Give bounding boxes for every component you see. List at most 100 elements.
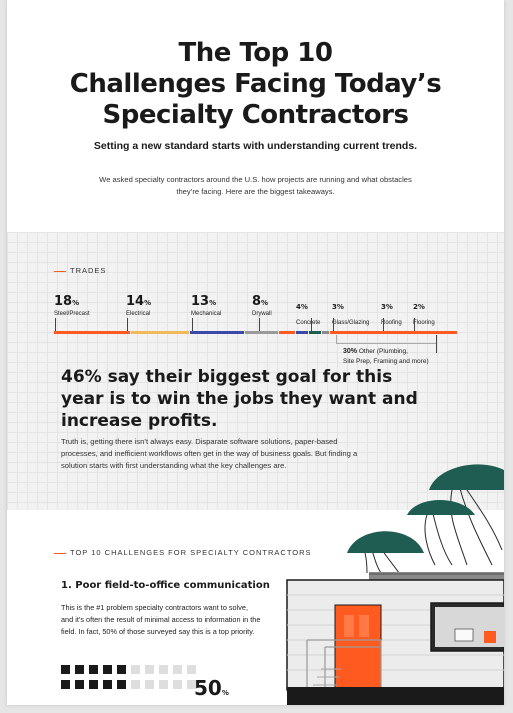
infographic-page: The Top 10 Challenges Facing Today’s Spe…	[7, 0, 504, 705]
trade-label: Electrical	[126, 311, 151, 317]
trade-value: 8%	[252, 294, 269, 309]
building-illustration	[286, 464, 504, 705]
trade-tick	[259, 318, 260, 331]
trade-label: Drywall	[252, 311, 272, 317]
tree-canopy-icon	[347, 531, 424, 553]
roof-icon	[369, 572, 504, 580]
page-title: The Top 10 Challenges Facing Today’s Spe…	[7, 38, 504, 131]
stairs-icon	[313, 668, 341, 686]
goal-headline: 46% say their biggest goal for this year…	[61, 367, 418, 431]
trade-bar-segment	[245, 331, 279, 334]
trade-value: 4%	[296, 303, 308, 311]
title-line-3: Specialty Contractors	[102, 100, 409, 130]
laptop-icon	[454, 628, 474, 642]
trades-label: TRADES	[54, 266, 106, 275]
tree-branches-icon	[364, 484, 503, 574]
stat-square	[145, 680, 154, 689]
stat-square	[117, 680, 126, 689]
trade-tick	[311, 318, 312, 331]
trade-bar-segment	[279, 331, 296, 334]
stat-square	[187, 680, 196, 689]
tree-canopy-icon	[407, 500, 475, 515]
stat-square	[61, 665, 70, 674]
other-tick	[436, 335, 437, 353]
trade-label: Flooring	[413, 320, 435, 326]
title-line-1: The Top 10	[178, 38, 333, 68]
stat-square	[75, 680, 84, 689]
challenge-1-title: 1. Poor field-to-office communication	[61, 580, 270, 591]
trade-flooring: 2% Flooring	[413, 296, 435, 326]
stat-square	[75, 665, 84, 674]
trade-mechanical: 13% Mechanical	[191, 292, 221, 317]
stat-square	[173, 680, 182, 689]
trade-bar-segment	[321, 331, 330, 334]
challenges-label-text: TOP 10 CHALLENGES FOR SPECIALTY CONTRACT…	[70, 548, 312, 557]
stat-square	[89, 680, 98, 689]
trade-tick	[55, 318, 56, 331]
trade-glass: 3% Glass/Glazing	[332, 296, 369, 326]
trade-roofing: 3% Roofing	[381, 296, 402, 326]
stat-square	[103, 665, 112, 674]
trade-bar-segment	[296, 331, 309, 334]
stat-square	[159, 665, 168, 674]
stat-square	[145, 665, 154, 674]
other-label: Other (Plumbing,	[358, 348, 408, 355]
roof-edge-icon	[369, 573, 504, 575]
stat-square	[89, 665, 98, 674]
subtitle: Setting a new standard starts with under…	[93, 140, 418, 152]
door-window-icon	[359, 615, 369, 637]
stat-value: 50%	[194, 676, 229, 700]
other-bracket	[336, 335, 437, 344]
trade-value: 2%	[413, 303, 425, 311]
trades-section	[7, 232, 504, 510]
trade-steel: 18% Steel/Precast	[54, 292, 90, 317]
trade-bar-segment	[130, 331, 190, 334]
trade-label: Glass/Glazing	[332, 320, 370, 326]
stat-square	[159, 680, 168, 689]
trade-value: 18%	[54, 294, 80, 309]
trade-drywall: 8% Drywall	[252, 292, 272, 317]
trade-bar-segment	[309, 331, 321, 334]
railing-icon	[306, 639, 382, 690]
foundation-icon	[287, 687, 504, 705]
trade-label: Mechanical	[191, 311, 222, 317]
stat-square	[187, 665, 196, 674]
trade-tick	[383, 318, 384, 331]
stat-square	[131, 680, 140, 689]
trade-tick	[414, 318, 415, 331]
trade-label: Roofing	[381, 320, 402, 326]
trade-value: 13%	[191, 294, 217, 309]
trade-value: 3%	[381, 303, 393, 311]
trade-label: Steel/Precast	[54, 311, 90, 317]
goal-text: Truth is, getting there isn’t always eas…	[61, 437, 358, 470]
intro-text: We asked specialty contractors around th…	[99, 175, 412, 196]
trade-electrical: 14% Electrical	[126, 292, 151, 317]
trades-label-text: TRADES	[70, 266, 107, 275]
label-dash	[54, 270, 66, 272]
stat-square	[131, 665, 140, 674]
trade-bar-segment	[330, 331, 457, 334]
challenge-1-text: This is the #1 problem specialty contrac…	[61, 603, 261, 636]
stat-square	[61, 680, 70, 689]
label-dash	[54, 552, 66, 554]
stat-square	[173, 665, 182, 674]
trade-bar-segment	[190, 331, 245, 334]
stat-square	[103, 680, 112, 689]
trade-tick	[192, 318, 193, 331]
trade-concrete: 4% Concrete	[296, 296, 320, 326]
trade-tick	[333, 318, 334, 331]
mug-icon	[484, 631, 496, 643]
other-value: 30%	[343, 348, 358, 355]
trade-label: Concrete	[296, 320, 321, 326]
trade-tick	[127, 318, 128, 331]
trade-value: 3%	[332, 303, 344, 311]
tree-canopy-icon	[429, 464, 504, 490]
other-label-2: Site Prep, Framing and more)	[343, 358, 429, 365]
trade-bar-segment	[54, 331, 130, 334]
trade-other: 30% Other (Plumbing, Site Prep, Framing …	[343, 347, 429, 367]
stat-square	[117, 665, 126, 674]
trade-value: 14%	[126, 294, 152, 309]
title-line-2: Challenges Facing Today’s	[69, 69, 442, 99]
header-section: The Top 10 Challenges Facing Today’s Spe…	[7, 0, 504, 232]
challenges-label: TOP 10 CHALLENGES FOR SPECIALTY CONTRACT…	[54, 548, 312, 557]
